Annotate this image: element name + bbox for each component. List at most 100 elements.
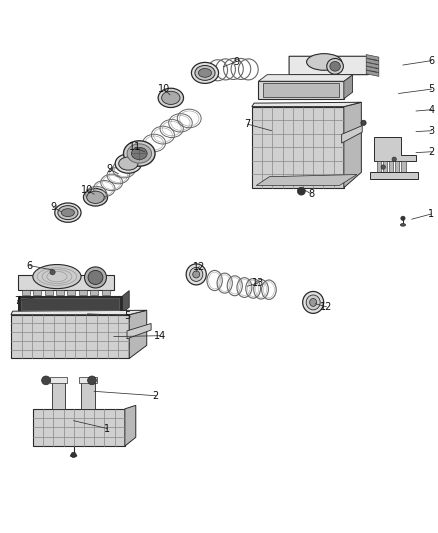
Ellipse shape xyxy=(87,191,104,204)
Ellipse shape xyxy=(330,61,340,71)
Text: 5: 5 xyxy=(124,311,130,320)
Ellipse shape xyxy=(33,264,81,288)
Ellipse shape xyxy=(303,292,324,313)
Text: 4: 4 xyxy=(428,104,434,115)
Polygon shape xyxy=(79,377,97,383)
Text: 7: 7 xyxy=(14,296,21,305)
Polygon shape xyxy=(374,138,416,161)
Circle shape xyxy=(50,270,55,275)
Polygon shape xyxy=(366,66,379,72)
Circle shape xyxy=(71,452,76,457)
Circle shape xyxy=(361,120,366,125)
Ellipse shape xyxy=(307,54,342,70)
Text: 14: 14 xyxy=(154,330,166,341)
Text: 9: 9 xyxy=(233,56,240,67)
Circle shape xyxy=(42,376,50,385)
Circle shape xyxy=(401,216,405,221)
Polygon shape xyxy=(344,75,353,99)
Polygon shape xyxy=(102,290,110,295)
Polygon shape xyxy=(22,290,30,295)
Ellipse shape xyxy=(190,268,203,281)
Polygon shape xyxy=(401,160,406,179)
Text: 12: 12 xyxy=(320,302,332,312)
Text: 6: 6 xyxy=(27,261,33,271)
Bar xyxy=(21,298,119,310)
Polygon shape xyxy=(289,56,377,75)
Polygon shape xyxy=(81,381,95,409)
Ellipse shape xyxy=(88,270,103,285)
Ellipse shape xyxy=(195,66,215,80)
Polygon shape xyxy=(52,381,65,409)
Polygon shape xyxy=(366,62,379,69)
Polygon shape xyxy=(123,290,129,312)
Text: 1: 1 xyxy=(104,424,110,433)
Polygon shape xyxy=(370,172,418,179)
Text: 11: 11 xyxy=(129,142,141,152)
Ellipse shape xyxy=(310,298,317,306)
Ellipse shape xyxy=(191,62,219,84)
Circle shape xyxy=(297,187,305,195)
Ellipse shape xyxy=(131,147,147,159)
Circle shape xyxy=(392,157,396,161)
Ellipse shape xyxy=(327,59,343,74)
Polygon shape xyxy=(344,102,361,188)
Text: 9: 9 xyxy=(106,164,113,174)
Ellipse shape xyxy=(83,189,107,206)
Ellipse shape xyxy=(158,88,184,108)
Polygon shape xyxy=(383,160,387,179)
Text: 7: 7 xyxy=(244,119,251,129)
Polygon shape xyxy=(377,160,381,179)
Polygon shape xyxy=(127,324,151,339)
Text: 13: 13 xyxy=(252,278,265,288)
Polygon shape xyxy=(56,290,64,295)
Polygon shape xyxy=(11,310,147,314)
Polygon shape xyxy=(258,81,344,99)
Text: 2: 2 xyxy=(152,391,159,401)
Polygon shape xyxy=(33,290,41,295)
Ellipse shape xyxy=(58,206,78,220)
Ellipse shape xyxy=(186,264,206,285)
Polygon shape xyxy=(258,75,353,81)
Text: 8: 8 xyxy=(308,189,314,199)
Ellipse shape xyxy=(124,141,155,166)
Polygon shape xyxy=(50,377,67,383)
Circle shape xyxy=(88,376,96,385)
Polygon shape xyxy=(33,409,125,446)
Circle shape xyxy=(381,165,385,169)
Polygon shape xyxy=(389,160,393,179)
Polygon shape xyxy=(18,296,123,312)
Ellipse shape xyxy=(85,267,106,288)
Polygon shape xyxy=(252,102,361,107)
Polygon shape xyxy=(129,310,147,359)
Polygon shape xyxy=(18,275,114,290)
Polygon shape xyxy=(67,290,75,295)
Text: 1: 1 xyxy=(428,209,434,219)
Polygon shape xyxy=(366,59,379,64)
Ellipse shape xyxy=(115,154,141,173)
Ellipse shape xyxy=(198,69,212,77)
Bar xyxy=(263,84,339,96)
Text: 3: 3 xyxy=(428,126,434,136)
Ellipse shape xyxy=(70,455,77,457)
Text: 10: 10 xyxy=(81,185,93,195)
Ellipse shape xyxy=(162,91,180,104)
Polygon shape xyxy=(79,290,87,295)
Polygon shape xyxy=(256,174,357,185)
Text: 5: 5 xyxy=(428,84,434,94)
Polygon shape xyxy=(366,70,379,76)
Text: 12: 12 xyxy=(193,262,205,271)
Text: 10: 10 xyxy=(158,84,170,94)
Ellipse shape xyxy=(61,209,74,216)
Ellipse shape xyxy=(127,144,152,163)
Text: 6: 6 xyxy=(428,55,434,66)
Polygon shape xyxy=(395,160,399,179)
Polygon shape xyxy=(342,126,362,143)
Text: 9: 9 xyxy=(50,203,57,212)
Polygon shape xyxy=(45,290,53,295)
Polygon shape xyxy=(252,107,344,188)
Ellipse shape xyxy=(193,271,200,278)
Text: 2: 2 xyxy=(428,147,434,157)
Polygon shape xyxy=(125,405,136,446)
Ellipse shape xyxy=(119,157,138,170)
Polygon shape xyxy=(366,54,379,61)
